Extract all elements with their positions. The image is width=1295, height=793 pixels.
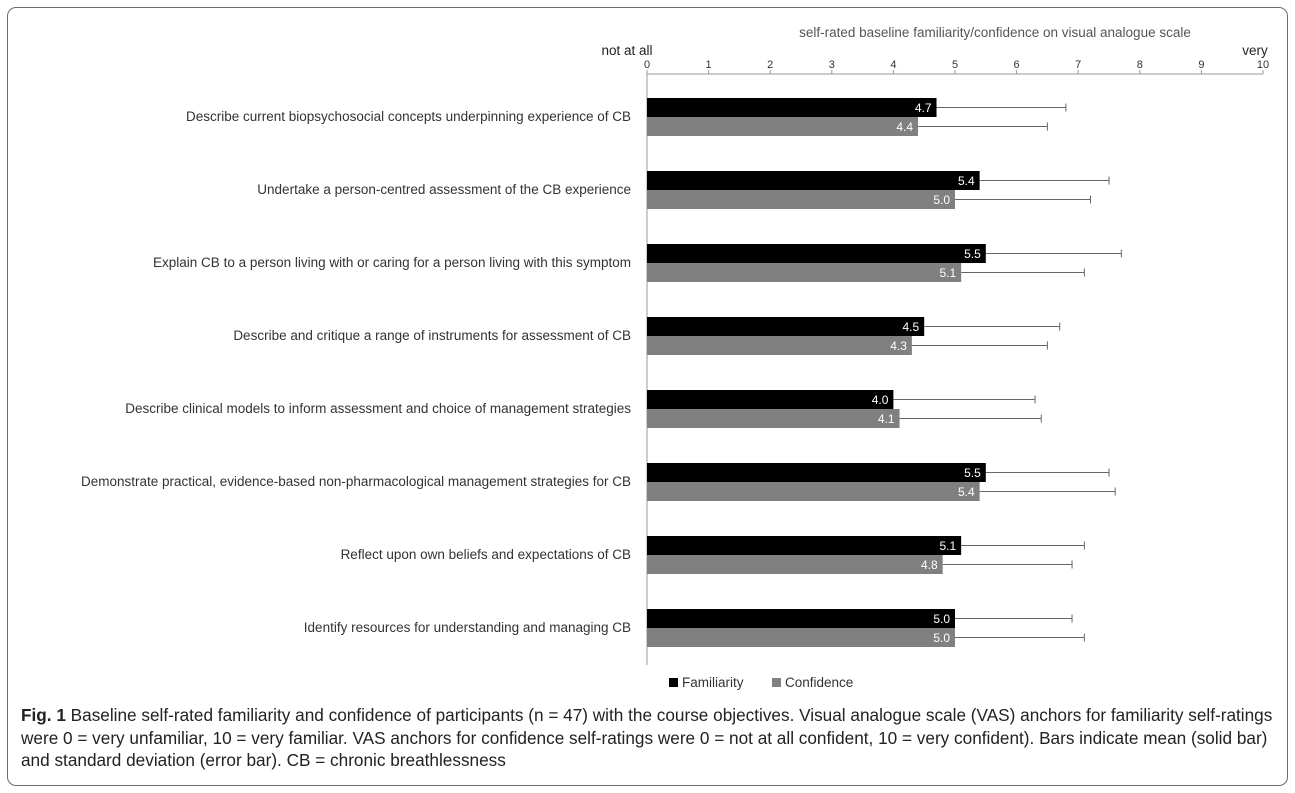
x-axis: 0 1 2 3 4 5 6 7 8 9 10 bbox=[644, 59, 1269, 665]
x-tick-label: 4 bbox=[890, 59, 896, 71]
axis-anchor-low: not at all bbox=[601, 43, 652, 58]
data-label: 4.1 bbox=[878, 412, 895, 426]
data-label: 4.8 bbox=[921, 558, 938, 572]
data-label: 5.4 bbox=[958, 174, 975, 188]
bar-familiarity bbox=[647, 390, 894, 409]
bar-confidence bbox=[647, 336, 912, 355]
category-labels: Describe current biopsychosocial concept… bbox=[81, 109, 631, 635]
axis-anchor-high: very bbox=[1242, 43, 1268, 58]
caption-label: Fig. 1 bbox=[21, 705, 66, 725]
category-label: Describe current biopsychosocial concept… bbox=[186, 109, 631, 124]
x-tick-label: 9 bbox=[1198, 59, 1204, 71]
bar-confidence bbox=[647, 190, 955, 209]
data-label: 5.0 bbox=[933, 612, 950, 626]
x-tick-label: 6 bbox=[1014, 59, 1020, 71]
category-label: Demonstrate practical, evidence-based no… bbox=[81, 474, 631, 489]
legend-label-familiarity: Familiarity bbox=[682, 675, 744, 690]
bar-chart: self-rated baseline familiarity/confiden… bbox=[81, 25, 1269, 690]
x-tick-label: 5 bbox=[952, 59, 958, 71]
figure-frame bbox=[7, 7, 1288, 786]
bar-familiarity bbox=[647, 536, 962, 555]
data-label: 5.5 bbox=[964, 247, 981, 261]
category-label: Undertake a person-centred assessment of… bbox=[257, 182, 631, 197]
data-label: 4.7 bbox=[915, 101, 932, 115]
data-label: 5.4 bbox=[958, 485, 975, 499]
legend-label-confidence: Confidence bbox=[785, 675, 853, 690]
category-label: Reflect upon own beliefs and expectation… bbox=[341, 547, 631, 562]
bar-familiarity bbox=[647, 171, 980, 190]
legend-swatch-familiarity bbox=[669, 678, 678, 687]
bar-confidence bbox=[647, 263, 962, 282]
x-tick-label: 3 bbox=[829, 59, 835, 71]
legend-swatch-confidence bbox=[772, 678, 781, 687]
category-label: Identify resources for understanding and… bbox=[304, 620, 631, 635]
category-label: Explain CB to a person living with or ca… bbox=[153, 255, 631, 270]
data-label: 4.0 bbox=[872, 393, 889, 407]
data-label: 5.0 bbox=[933, 193, 950, 207]
bar-familiarity bbox=[647, 463, 986, 482]
figure-caption: Fig. 1 Baseline self-rated familiarity a… bbox=[21, 704, 1276, 772]
bar-familiarity bbox=[647, 609, 955, 628]
caption-text: Baseline self-rated familiarity and conf… bbox=[21, 705, 1273, 770]
bar-confidence bbox=[647, 482, 980, 501]
bar-confidence bbox=[647, 555, 943, 574]
bar-confidence bbox=[647, 409, 900, 428]
x-tick-label: 1 bbox=[706, 59, 712, 71]
bars: 4.74.45.45.05.55.14.54.34.04.15.55.45.14… bbox=[647, 98, 1122, 647]
data-label: 5.1 bbox=[939, 266, 956, 280]
data-label: 4.4 bbox=[896, 120, 913, 134]
bar-familiarity bbox=[647, 244, 986, 263]
legend: Familiarity Confidence bbox=[669, 675, 853, 690]
x-tick-label: 7 bbox=[1075, 59, 1081, 71]
x-tick-label: 0 bbox=[644, 59, 650, 71]
bar-confidence bbox=[647, 117, 919, 136]
data-label: 5.5 bbox=[964, 466, 981, 480]
x-tick-label: 2 bbox=[767, 59, 773, 71]
bar-confidence bbox=[647, 628, 955, 647]
bar-familiarity bbox=[647, 317, 925, 336]
x-tick-label: 8 bbox=[1137, 59, 1143, 71]
x-tick-label: 10 bbox=[1257, 59, 1269, 71]
data-label: 5.0 bbox=[933, 631, 950, 645]
category-label: Describe and critique a range of instrum… bbox=[233, 328, 631, 343]
bar-familiarity bbox=[647, 98, 937, 117]
chart-title: self-rated baseline familiarity/confiden… bbox=[799, 25, 1191, 40]
data-label: 4.5 bbox=[903, 320, 920, 334]
category-label: Describe clinical models to inform asses… bbox=[125, 401, 631, 416]
data-label: 4.3 bbox=[890, 339, 907, 353]
data-label: 5.1 bbox=[939, 539, 956, 553]
